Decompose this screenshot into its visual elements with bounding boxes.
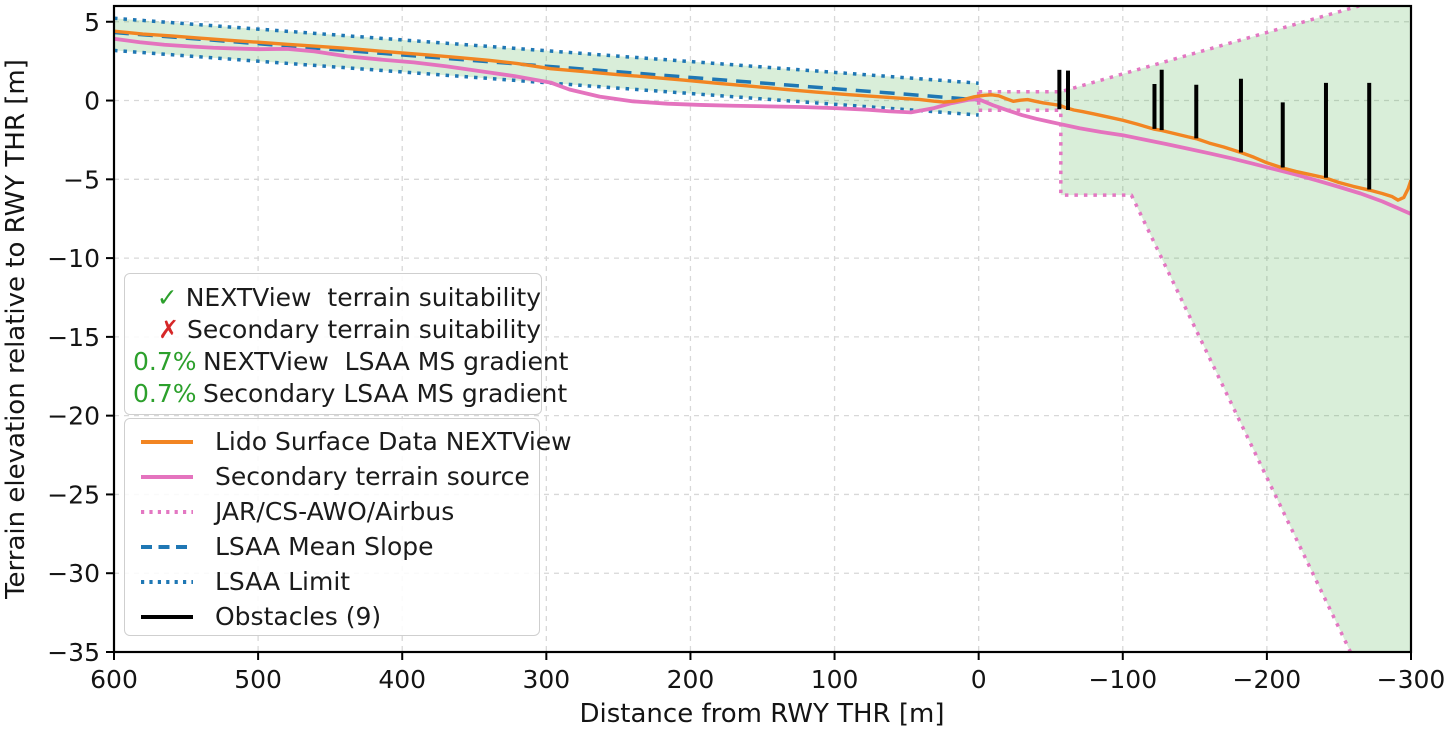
y-tick-label: −10 (47, 244, 100, 273)
legend-item: ✗ Secondary terrain suitability (133, 313, 541, 345)
x-tick-label: 600 (90, 665, 138, 694)
x-tick-label: −100 (1088, 665, 1157, 694)
legend-item: 0.7% NEXTView LSAA MS gradient (133, 345, 568, 377)
x-tick-label: 0 (971, 665, 987, 694)
legend-item: ✓ NEXTView terrain suitability (133, 281, 541, 313)
legend-label: Lido Surface Data NEXTView (215, 427, 572, 456)
x-tick-label: 200 (667, 665, 715, 694)
obstacles (1057, 69, 1372, 190)
check-icon: ✓ (156, 282, 178, 312)
legend-series: Lido Surface Data NEXTView Secondary terr… (124, 418, 572, 636)
legend-line-sample (140, 473, 194, 481)
legend-label: Secondary terrain source (215, 462, 530, 491)
line-lsaa-limit-upper (114, 16, 979, 85)
gradient-value: 0.7% (133, 346, 197, 376)
line-secondary-terrain-source (114, 36, 1411, 216)
y-tick-label: −15 (47, 323, 100, 352)
line-lsaa-limit-lower (114, 48, 979, 117)
y-tick-label: −25 (47, 480, 100, 509)
x-tick-label: 100 (811, 665, 859, 694)
y-tick-label: −35 (47, 638, 100, 667)
plot-border (112, 4, 1413, 654)
legend-line-sample (140, 578, 194, 586)
line-lido-surface-data-nextview (114, 29, 1411, 202)
series-lines (114, 6, 1411, 652)
legend-item: Secondary terrain source (133, 459, 539, 494)
legend-line-sample (140, 613, 194, 621)
y-tick-label: −20 (47, 402, 100, 431)
legend-label: LSAA Limit (215, 567, 351, 596)
x-tick-label: 500 (234, 665, 282, 694)
x-tick-label: 400 (378, 665, 426, 694)
axis-ticks (106, 20, 1412, 660)
y-tick-label: −30 (47, 559, 100, 588)
legend-suitability: ✓ NEXTView terrain suitability ✗ Secondary … (124, 273, 568, 415)
y-axis-title: Terrain elevation relative to RWY THR [m… (1, 59, 31, 600)
x-tick-label: 300 (522, 665, 570, 694)
legend-label: JAR/CS-AWO/Airbus (215, 497, 455, 526)
legend-item: 0.7% Secondary LSAA MS gradient (133, 377, 567, 409)
legend-line-sample (140, 438, 194, 446)
gradient-value: 0.7% (133, 378, 197, 408)
legend-line-sample (140, 543, 194, 551)
y-tick-label: 0 (84, 87, 100, 116)
y-tick-label: 5 (84, 8, 100, 37)
legend-item: LSAA Limit (133, 564, 539, 599)
legend-item: LSAA Mean Slope (133, 529, 539, 564)
y-tick-label: −5 (63, 165, 100, 194)
cross-icon: ✗ (158, 314, 180, 344)
legend-line-sample (140, 508, 194, 516)
legend-label: Secondary terrain suitability (187, 314, 541, 344)
legend-label: Secondary LSAA MS gradient (203, 378, 568, 408)
legend-item: Obstacles (9) (133, 599, 539, 634)
tick-labels: 600 500 400 300 200 100 0 −100 −200 −300 5 0 −5 −10 −1… (47, 8, 1444, 694)
legend-label: Obstacles (9) (215, 602, 382, 631)
legend-item: JAR/CS-AWO/Airbus (133, 494, 539, 529)
x-tick-label: −300 (1377, 665, 1444, 694)
x-axis-title: Distance from RWY THR [m] (580, 699, 945, 729)
legend-label: NEXTView terrain suitability (185, 282, 541, 312)
jar-awo-area-fill (978, 6, 1411, 652)
legend-label: LSAA Mean Slope (215, 532, 434, 561)
legend-item: Lido Surface Data NEXTView (133, 424, 572, 459)
x-tick-label: −200 (1233, 665, 1302, 694)
legend-label: NEXTView LSAA MS gradient (203, 346, 569, 376)
